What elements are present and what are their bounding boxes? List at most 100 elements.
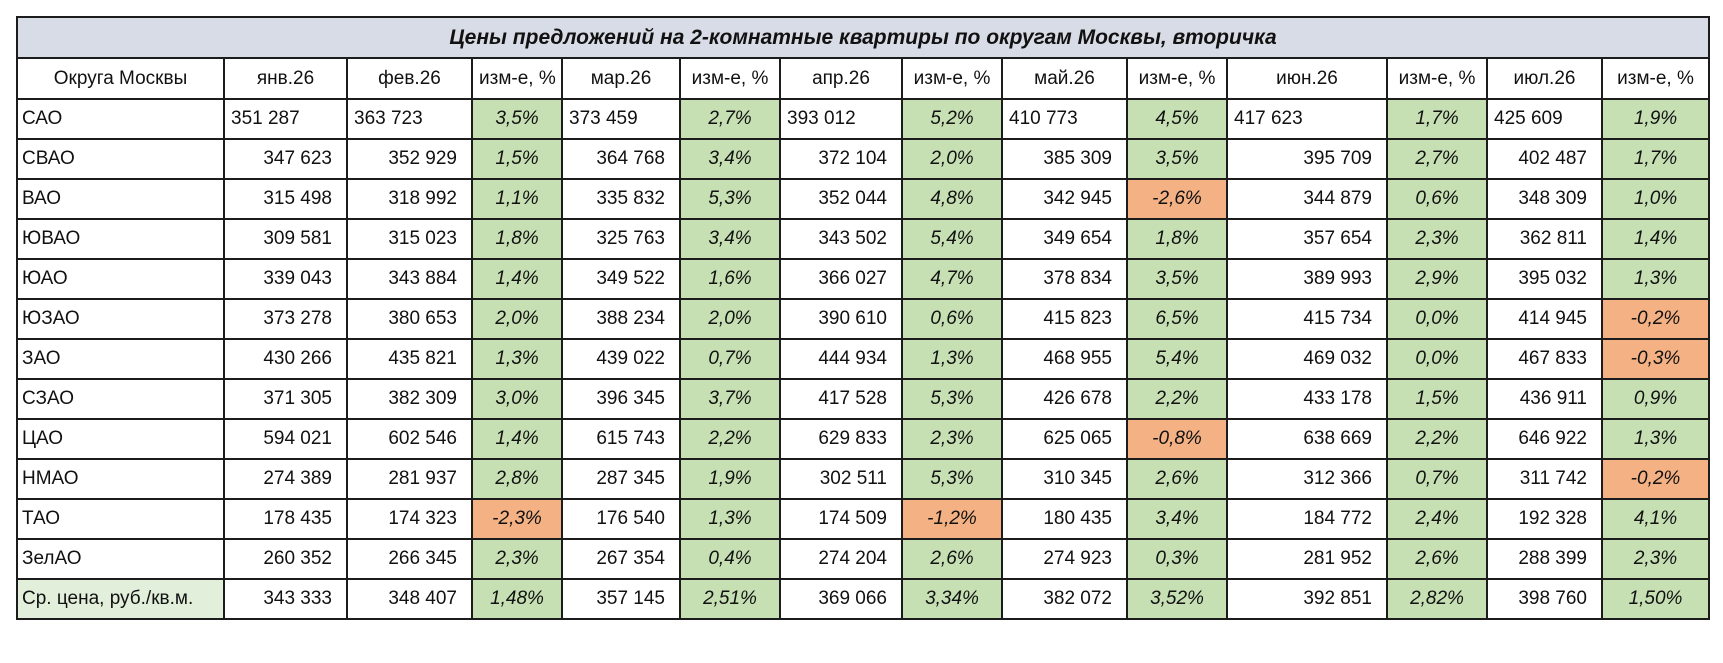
header-row: Округа Москвы янв.26 фев.26 изм-е, % мар.26 и… [16, 57, 1710, 100]
table-row: НМАО 274 389 281 937 2,8% 287 345 1,9% 302 511… [16, 458, 1710, 500]
column-header: изм-е, % [679, 57, 781, 100]
price-cell: 266 345 [346, 538, 473, 580]
price-cell: 414 945 [1486, 298, 1603, 340]
column-header: июл.26 [1486, 57, 1603, 100]
change-percent-cell: 1,7% [1386, 98, 1488, 140]
price-cell: 362 811 [1486, 218, 1603, 260]
price-cell: 339 043 [223, 258, 348, 300]
change-percent-cell: 1,5% [1386, 378, 1488, 420]
price-cell: 311 742 [1486, 458, 1603, 500]
price-cell: 373 459 [561, 98, 681, 140]
change-percent-cell: 5,4% [901, 218, 1003, 260]
change-percent-cell: 1,4% [471, 418, 563, 460]
change-percent-cell: 5,2% [901, 98, 1003, 140]
change-percent-cell: 3,52% [1126, 578, 1228, 620]
price-cell: 174 509 [779, 498, 903, 540]
price-cell: 357 145 [561, 578, 681, 620]
district-name: ЮЗАО [16, 298, 225, 340]
change-percent-cell: 1,3% [679, 498, 781, 540]
change-percent-cell: 2,6% [1386, 538, 1488, 580]
price-cell: 398 760 [1486, 578, 1603, 620]
price-cell: 615 743 [561, 418, 681, 460]
price-cell: 267 354 [561, 538, 681, 580]
change-percent-cell: 3,4% [1126, 498, 1228, 540]
change-percent-cell: 2,2% [1126, 378, 1228, 420]
price-cell: 349 654 [1001, 218, 1128, 260]
price-cell: 325 763 [561, 218, 681, 260]
change-percent-cell: -2,6% [1126, 178, 1228, 220]
column-header: июн.26 [1226, 57, 1388, 100]
change-percent-cell: 4,5% [1126, 98, 1228, 140]
change-percent-cell: 1,3% [1601, 258, 1710, 300]
change-percent-cell: 3,5% [1126, 258, 1228, 300]
change-percent-cell: 3,34% [901, 578, 1003, 620]
price-cell: 395 032 [1486, 258, 1603, 300]
district-name: ЦАО [16, 418, 225, 460]
price-cell: 318 992 [346, 178, 473, 220]
column-header-district: Округа Москвы [16, 57, 225, 100]
price-cell: 192 328 [1486, 498, 1603, 540]
change-percent-cell: 0,0% [1386, 338, 1488, 380]
price-cell: 357 654 [1226, 218, 1388, 260]
change-percent-cell: 1,6% [679, 258, 781, 300]
change-percent-cell: 2,2% [1386, 418, 1488, 460]
price-cell: 343 502 [779, 218, 903, 260]
change-percent-cell: 0,7% [1386, 458, 1488, 500]
price-cell: 315 023 [346, 218, 473, 260]
change-percent-cell: 3,4% [679, 218, 781, 260]
price-cell: 389 993 [1226, 258, 1388, 300]
district-name: ЮАО [16, 258, 225, 300]
price-cell: 364 768 [561, 138, 681, 180]
change-percent-cell: 0,6% [901, 298, 1003, 340]
change-percent-cell: 3,4% [679, 138, 781, 180]
change-percent-cell: 2,3% [471, 538, 563, 580]
price-cell: 176 540 [561, 498, 681, 540]
change-percent-cell: 2,0% [679, 298, 781, 340]
price-cell: 594 021 [223, 418, 348, 460]
price-cell: 260 352 [223, 538, 348, 580]
price-cell: 402 487 [1486, 138, 1603, 180]
price-cell: 646 922 [1486, 418, 1603, 460]
price-cell: 395 709 [1226, 138, 1388, 180]
price-cell: 372 104 [779, 138, 903, 180]
price-cell: 369 066 [779, 578, 903, 620]
change-percent-cell: 1,48% [471, 578, 563, 620]
price-cell: 312 366 [1226, 458, 1388, 500]
table-row: ТАО 178 435 174 323 -2,3% 176 540 1,3% 174 509… [16, 498, 1710, 540]
price-cell: 382 072 [1001, 578, 1128, 620]
change-percent-cell: 2,2% [679, 418, 781, 460]
price-cell: 426 678 [1001, 378, 1128, 420]
change-percent-cell: 2,8% [471, 458, 563, 500]
change-percent-cell: 2,3% [1386, 218, 1488, 260]
table-title: Цены предложений на 2-комнатные квартиры… [16, 16, 1710, 59]
price-cell: 178 435 [223, 498, 348, 540]
price-cell: 347 623 [223, 138, 348, 180]
price-cell: 281 937 [346, 458, 473, 500]
average-row: Ср. цена, руб./кв.м. 343 333 348 407 1,48% 3… [16, 578, 1710, 620]
change-percent-cell: 2,7% [679, 98, 781, 140]
price-cell: 392 851 [1226, 578, 1388, 620]
price-cell: 390 610 [779, 298, 903, 340]
price-cell: 415 734 [1226, 298, 1388, 340]
change-percent-cell: 2,0% [471, 298, 563, 340]
column-header: апр.26 [779, 57, 903, 100]
price-cell: 629 833 [779, 418, 903, 460]
price-cell: 373 278 [223, 298, 348, 340]
table-row: ЮВАО 309 581 315 023 1,8% 325 763 3,4% 343 502… [16, 218, 1710, 260]
change-percent-cell: -1,2% [901, 498, 1003, 540]
table-row: ЦАО 594 021 602 546 1,4% 615 743 2,2% 629 833 2… [16, 418, 1710, 460]
change-percent-cell: 2,6% [1126, 458, 1228, 500]
change-percent-cell: 3,5% [1126, 138, 1228, 180]
change-percent-cell: 4,1% [1601, 498, 1710, 540]
change-percent-cell: 1,50% [1601, 578, 1710, 620]
price-cell: 309 581 [223, 218, 348, 260]
price-cell: 602 546 [346, 418, 473, 460]
change-percent-cell: 0,9% [1601, 378, 1710, 420]
price-cell: 348 407 [346, 578, 473, 620]
change-percent-cell: 0,0% [1386, 298, 1488, 340]
price-cell: 425 609 [1486, 98, 1603, 140]
title-row: Цены предложений на 2-комнатные квартиры… [16, 16, 1710, 59]
change-percent-cell: 5,4% [1126, 338, 1228, 380]
price-cell: 351 287 [223, 98, 348, 140]
change-percent-cell: 2,3% [901, 418, 1003, 460]
